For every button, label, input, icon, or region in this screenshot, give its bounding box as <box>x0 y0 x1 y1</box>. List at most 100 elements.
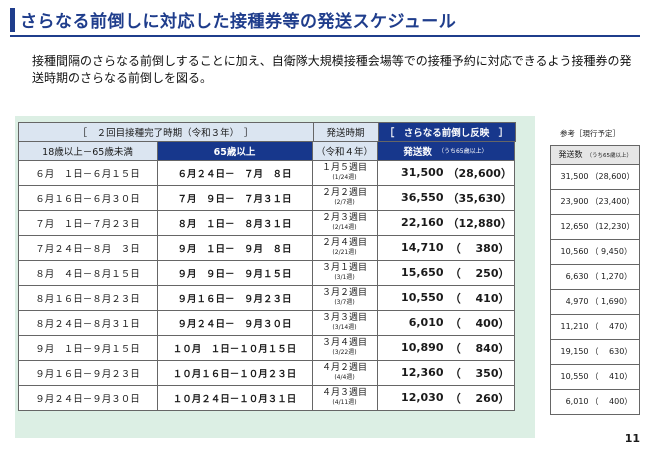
ship-week-label: ３月３週目 <box>321 313 367 323</box>
table-header-row-2: 18歳以上－65歳未満 65歳以上 （令和４年） 発送数 （うち65歳以上） <box>17 140 515 161</box>
ship-count-65plus: （ 400） <box>449 316 510 330</box>
ship-count-value: 10,890 <box>401 341 444 354</box>
reference-row: 10,560 （ 9,450） <box>549 238 640 265</box>
ship-count-cell: 14,710 （ 380） <box>376 234 515 261</box>
ship-count-value: 10,550 <box>401 291 444 304</box>
reference-count-65plus: （ 630） <box>590 347 633 356</box>
over65-period-cell: ９月 ９日－ ９月１５日 <box>156 259 313 286</box>
over65-period-cell: １０月 １日－１０月１５日 <box>156 334 313 361</box>
reference-row: 10,550 （ 410） <box>549 363 640 390</box>
reference-count-value: 4,970 <box>565 297 589 306</box>
over65-period-cell: ９月 １日－ ９月 ８日 <box>156 234 313 261</box>
ship-count-65plus: （ 250） <box>449 266 510 280</box>
ship-count-65plus: （ 840） <box>449 341 510 355</box>
reference-label: 参考［現行予定］ <box>560 129 620 138</box>
ship-week-date: (4/4週) <box>334 374 355 381</box>
description-text: 接種間隔のさらなる前倒しすることに加え、自衛隊大規模接種会場等での接種予約に対応… <box>32 54 632 85</box>
ship-count-cell: 22,160 （12,880） <box>376 209 515 236</box>
reference-header-row: 発送数 （うち65歳以上） <box>549 144 640 165</box>
ship-week-cell: １月５週目 (1/24週) <box>311 159 378 186</box>
reference-count-value: 23,900 <box>560 197 589 206</box>
reference-row: 6,010 （ 400） <box>549 388 640 415</box>
over65-period-cell: ８月 １日－ ８月３１日 <box>156 209 313 236</box>
reference-count-cell: 10,550 （ 410） <box>549 363 640 390</box>
table-row: ９月１６日－９月２３日 １０月１６日－１０月２３日 ４月２週目 (4/4週) 12,36… <box>17 359 515 386</box>
reference-row: 4,970 （ 1,690） <box>549 288 640 315</box>
count-header: 発送数 （うち65歳以上） <box>376 140 515 161</box>
ship-time-header: 発送時期 <box>312 121 379 142</box>
reference-row: 12,650 （12,230） <box>549 213 640 240</box>
ship-count-cell: 36,550 （35,630） <box>376 184 515 211</box>
reference-count-value: 11,210 <box>560 322 589 331</box>
page-title: さらなる前倒しに対応した接種券等の発送スケジュール <box>20 12 457 32</box>
table-row: ８月２４日－８月３１日 ９月２４日－ ９月３０日 ３月３週目 (3/14週) 6,010… <box>17 309 515 336</box>
reflect-header: ［ さらなる前倒し反映 ］ <box>377 121 516 142</box>
reference-row: 19,150 （ 630） <box>549 338 640 365</box>
title-bar: さらなる前倒しに対応した接種券等の発送スケジュール <box>0 0 650 38</box>
ship-week-cell: ４月３週目 (4/11週) <box>311 384 378 411</box>
ship-week-date: (3/22週) <box>332 349 357 356</box>
over65-period-cell: １０月２４日－１０月３１日 <box>156 384 313 411</box>
table-row: ９月２４日－９月３０日 １０月２４日－１０月３１日 ４月３週目 (4/11週) 12,0… <box>17 384 515 411</box>
reference-count-cell: 19,150 （ 630） <box>549 338 640 365</box>
ship-year-header: （令和４年） <box>311 140 378 161</box>
reference-count-cell: 10,560 （ 9,450） <box>549 238 640 265</box>
ship-count-value: 22,160 <box>401 216 444 229</box>
title-underline <box>10 35 640 37</box>
table-row: ６月 １日－６月１５日 ６月２４日－ ７月 ８日 １月５週目 (1/24週) 31,50… <box>17 159 515 186</box>
under65-period-cell: ８月 ４日－８月１５日 <box>17 259 158 286</box>
over65-period-cell: ９月１６日－ ９月２３日 <box>156 284 313 311</box>
ship-count-cell: 12,030 （ 260） <box>376 384 515 411</box>
ship-week-label: ４月３週目 <box>321 388 367 398</box>
under65-period-cell: ７月 １日－７月２３日 <box>17 209 158 236</box>
table-row: ６月１６日－６月３０日 ７月 ９日－ ７月３１日 ２月２週目 (2/7週) 36,550… <box>17 184 515 211</box>
table-row: ７月 １日－７月２３日 ８月 １日－ ８月３１日 ２月３週目 (2/14週) 22,16… <box>17 209 515 236</box>
reference-count-value: 10,550 <box>560 372 589 381</box>
ship-week-cell: ２月２週目 (2/7週) <box>311 184 378 211</box>
ship-count-cell: 12,360 （ 350） <box>376 359 515 386</box>
ship-count-65plus: （ 260） <box>449 391 510 405</box>
over65-header: 65歳以上 <box>156 140 313 161</box>
ship-count-value: 31,500 <box>401 166 444 179</box>
ship-week-label: ４月２週目 <box>321 363 367 373</box>
ship-week-date: (2/21週) <box>332 249 357 256</box>
completion-period-header: ［ ２回目接種完了時期（令和３年） ］ <box>17 121 314 142</box>
ship-week-date: (4/11週) <box>332 399 357 406</box>
reference-count-cell: 11,210 （ 470） <box>549 313 640 340</box>
table-row: ８月 ４日－８月１５日 ９月 ９日－ ９月１５日 ３月１週目 (3/1週) 15,650… <box>17 259 515 286</box>
reference-count-cell: 6,010 （ 400） <box>549 388 640 415</box>
ship-count-cell: 15,650 （ 250） <box>376 259 515 286</box>
reference-row: 23,900 （23,400） <box>549 188 640 215</box>
ship-count-65plus: （28,600） <box>447 166 512 180</box>
ship-week-date: (2/7週) <box>334 199 355 206</box>
over65-period-cell: ９月２４日－ ９月３０日 <box>156 309 313 336</box>
reference-count-65plus: （12,230） <box>590 222 635 231</box>
reference-count-cell: 23,900 （23,400） <box>549 188 640 215</box>
ship-week-cell: ２月３週目 (2/14週) <box>311 209 378 236</box>
table-row: ７月２４日－８月 ３日 ９月 １日－ ９月 ８日 ２月４週目 (2/21週) 14,71… <box>17 234 515 261</box>
reference-count-65plus: （ 9,450） <box>590 247 632 256</box>
page-number: 11 <box>624 432 640 445</box>
reference-count-65plus: （28,600） <box>590 172 635 181</box>
over65-period-cell: ７月 ９日－ ７月３１日 <box>156 184 313 211</box>
reference-count-65plus: （23,400） <box>590 197 635 206</box>
ship-count-value: 12,360 <box>401 366 444 379</box>
under65-period-cell: ９月 １日－９月１５日 <box>17 334 158 361</box>
reference-row: 6,630 （ 1,270） <box>549 263 640 290</box>
reference-count-value: 6,010 <box>565 397 589 406</box>
reference-row: 31,500 （28,600） <box>549 163 640 190</box>
ship-count-cell: 6,010 （ 400） <box>376 309 515 336</box>
over65-period-cell: １０月１６日－１０月２３日 <box>156 359 313 386</box>
reference-count-label: 発送数 <box>558 150 583 159</box>
ship-week-label: ３月４週目 <box>321 338 367 348</box>
under65-period-cell: ８月１６日－８月２３日 <box>17 284 158 311</box>
ship-count-65plus: （ 350） <box>449 366 510 380</box>
ship-week-cell: ３月３週目 (3/14週) <box>311 309 378 336</box>
count-header-label: 発送数 <box>403 146 432 158</box>
reference-count-65plus: （ 400） <box>590 397 633 406</box>
reference-count-65plus: （ 1,690） <box>590 297 632 306</box>
ship-week-label: ２月２週目 <box>321 188 367 198</box>
ship-week-label: １月５週目 <box>321 163 367 173</box>
reference-count-cell: 6,630 （ 1,270） <box>549 263 640 290</box>
ship-count-value: 12,030 <box>401 391 444 404</box>
